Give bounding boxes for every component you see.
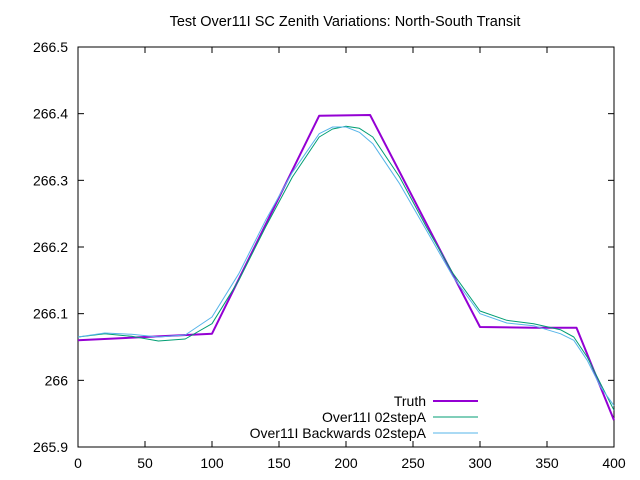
x-tick-label: 0 [74,455,82,471]
x-tick-label: 400 [602,455,626,471]
legend-label-truth: Truth [394,393,426,409]
series-line-truth [77,114,615,421]
y-tick-label: 266.4 [33,106,68,122]
x-tick-label: 250 [401,455,425,471]
y-tick-label: 266.2 [33,239,68,255]
x-tick-label: 150 [267,455,291,471]
x-tick-label: 50 [137,455,153,471]
legend-label-over11i-backwards-02stepa: Over11I Backwards 02stepA [250,425,427,441]
y-tick-label: 265.9 [33,439,68,455]
x-tick-label: 300 [468,455,492,471]
legend-label-over11i-02stepa: Over11I 02stepA [322,409,427,425]
y-tick-label: 266 [45,372,69,388]
y-tick-label: 266.3 [33,172,68,188]
x-tick-label: 350 [535,455,559,471]
y-tick-label: 266.5 [33,39,68,55]
series-line-over11i-02stepa [77,125,615,411]
axis-ticks: 0 50 100 150 200 250 300 350 400 265.9 266 266.1 266… [33,39,626,471]
series-line-over11i-backwards-02stepa [77,126,615,406]
series-lines [77,114,615,421]
chart-title: Test Over11I SC Zenith Variations: North… [170,14,521,30]
x-tick-label: 100 [200,455,224,471]
x-tick-label: 200 [334,455,358,471]
y-tick-label: 266.1 [33,306,68,322]
